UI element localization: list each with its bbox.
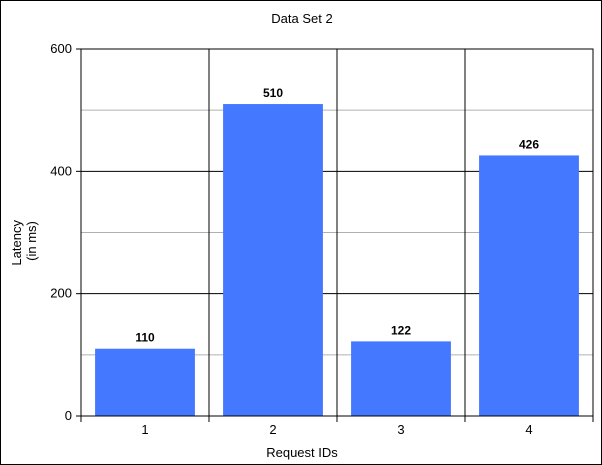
labels: 0 200 400 600 110 1 510 2 122 3 426 4 <box>50 41 539 437</box>
x-tick-label: 2 <box>269 422 276 437</box>
x-tick-label: 1 <box>141 422 148 437</box>
bar-2 <box>223 104 323 417</box>
y-tick-label: 200 <box>50 286 72 301</box>
axes <box>76 48 594 422</box>
chart-title: Data Set 2 <box>271 11 332 26</box>
y-axis-label: Latency (in ms) <box>9 216 39 265</box>
data-label-3: 122 <box>391 323 411 337</box>
y-tick-label: 600 <box>50 41 72 56</box>
bar-1 <box>95 348 195 416</box>
y-axis-label-line-2: (in ms) <box>24 221 39 261</box>
bars <box>95 104 579 417</box>
y-tick-label: 0 <box>65 408 72 423</box>
data-label-4: 426 <box>519 137 539 151</box>
data-label-1: 110 <box>135 331 155 345</box>
y-tick-label: 400 <box>50 163 72 178</box>
bar-3 <box>351 341 451 416</box>
x-axis-label: Request IDs <box>266 445 338 460</box>
y-axis-label-line-1: Latency <box>9 220 24 266</box>
plot-border <box>80 48 594 417</box>
data-label-2: 510 <box>263 86 283 100</box>
x-tick-label: 3 <box>397 422 404 437</box>
bar-4 <box>479 155 579 416</box>
x-tick-label: 4 <box>525 422 532 437</box>
